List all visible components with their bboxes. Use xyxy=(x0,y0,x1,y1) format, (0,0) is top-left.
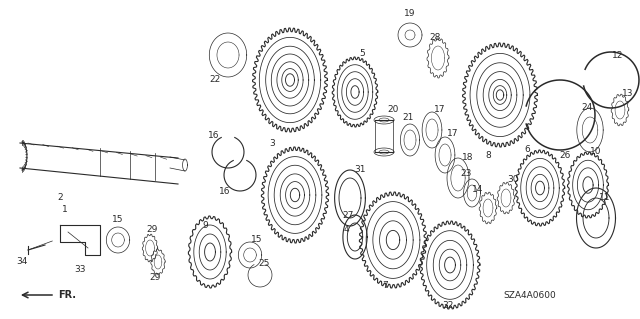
Text: 31: 31 xyxy=(355,165,365,174)
Text: 34: 34 xyxy=(16,257,28,266)
Text: 7: 7 xyxy=(382,280,388,290)
Text: 27: 27 xyxy=(342,211,354,219)
Text: 26: 26 xyxy=(559,151,571,160)
Text: 8: 8 xyxy=(485,151,491,160)
Text: 16: 16 xyxy=(220,188,231,197)
Text: 22: 22 xyxy=(209,76,221,85)
Text: 25: 25 xyxy=(259,258,269,268)
Text: 10: 10 xyxy=(590,147,602,157)
Text: 15: 15 xyxy=(252,235,263,244)
Text: 15: 15 xyxy=(112,216,124,225)
Text: 24: 24 xyxy=(581,103,593,113)
Text: 28: 28 xyxy=(429,33,441,41)
Text: 11: 11 xyxy=(599,194,611,203)
Text: 12: 12 xyxy=(612,50,624,60)
Text: 17: 17 xyxy=(435,105,445,114)
Text: 20: 20 xyxy=(387,106,399,115)
Text: 9: 9 xyxy=(202,221,208,231)
Text: 5: 5 xyxy=(359,48,365,57)
Text: 2: 2 xyxy=(57,192,63,202)
Text: SZA4A0600: SZA4A0600 xyxy=(504,291,556,300)
Text: 29: 29 xyxy=(147,225,157,234)
Text: 14: 14 xyxy=(472,186,484,195)
Text: 32: 32 xyxy=(442,300,454,309)
Text: 4: 4 xyxy=(343,225,349,234)
Text: FR.: FR. xyxy=(58,290,76,300)
Text: 16: 16 xyxy=(208,130,220,139)
Text: 3: 3 xyxy=(269,138,275,147)
Text: 23: 23 xyxy=(460,168,472,177)
Text: 30: 30 xyxy=(508,175,519,184)
Text: 33: 33 xyxy=(74,265,86,275)
Text: 29: 29 xyxy=(149,273,161,283)
Text: 13: 13 xyxy=(622,88,634,98)
Text: 1: 1 xyxy=(62,205,68,214)
Text: 17: 17 xyxy=(447,130,459,138)
Text: 21: 21 xyxy=(403,113,413,122)
Text: 18: 18 xyxy=(462,153,474,162)
Text: 19: 19 xyxy=(404,10,416,19)
Text: 6: 6 xyxy=(524,145,530,154)
